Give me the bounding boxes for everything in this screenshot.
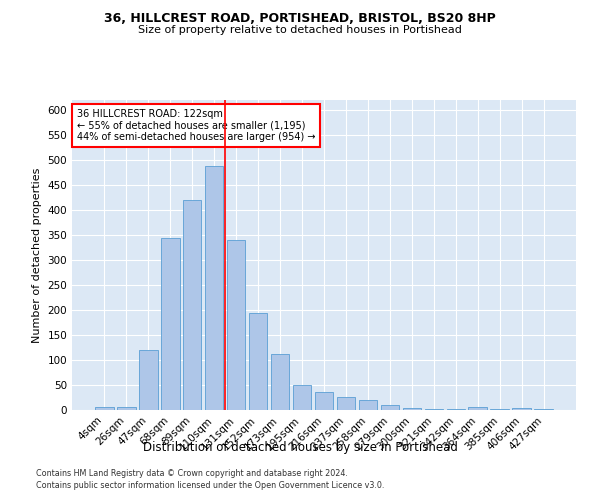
- Bar: [403, 408, 421, 410]
- Bar: [425, 408, 443, 410]
- Text: Size of property relative to detached houses in Portishead: Size of property relative to detached ho…: [138, 25, 462, 35]
- Text: Distribution of detached houses by size in Portishead: Distribution of detached houses by size …: [143, 441, 457, 454]
- Bar: [95, 407, 113, 410]
- Bar: [359, 400, 377, 410]
- Bar: [446, 409, 465, 410]
- Bar: [161, 238, 179, 410]
- Text: 36, HILLCREST ROAD, PORTISHEAD, BRISTOL, BS20 8HP: 36, HILLCREST ROAD, PORTISHEAD, BRISTOL,…: [104, 12, 496, 26]
- Bar: [227, 240, 245, 410]
- Text: Contains public sector information licensed under the Open Government Licence v3: Contains public sector information licen…: [36, 481, 385, 490]
- Y-axis label: Number of detached properties: Number of detached properties: [32, 168, 42, 342]
- Bar: [271, 354, 289, 410]
- Bar: [469, 407, 487, 410]
- Bar: [183, 200, 202, 410]
- Bar: [117, 407, 136, 410]
- Bar: [205, 166, 223, 410]
- Text: 36 HILLCREST ROAD: 122sqm
← 55% of detached houses are smaller (1,195)
44% of se: 36 HILLCREST ROAD: 122sqm ← 55% of detac…: [77, 110, 316, 142]
- Bar: [490, 409, 509, 410]
- Bar: [249, 312, 268, 410]
- Bar: [314, 392, 334, 410]
- Bar: [139, 350, 158, 410]
- Text: Contains HM Land Registry data © Crown copyright and database right 2024.: Contains HM Land Registry data © Crown c…: [36, 468, 348, 477]
- Bar: [337, 397, 355, 410]
- Bar: [380, 405, 399, 410]
- Bar: [535, 408, 553, 410]
- Bar: [512, 408, 531, 410]
- Bar: [293, 385, 311, 410]
